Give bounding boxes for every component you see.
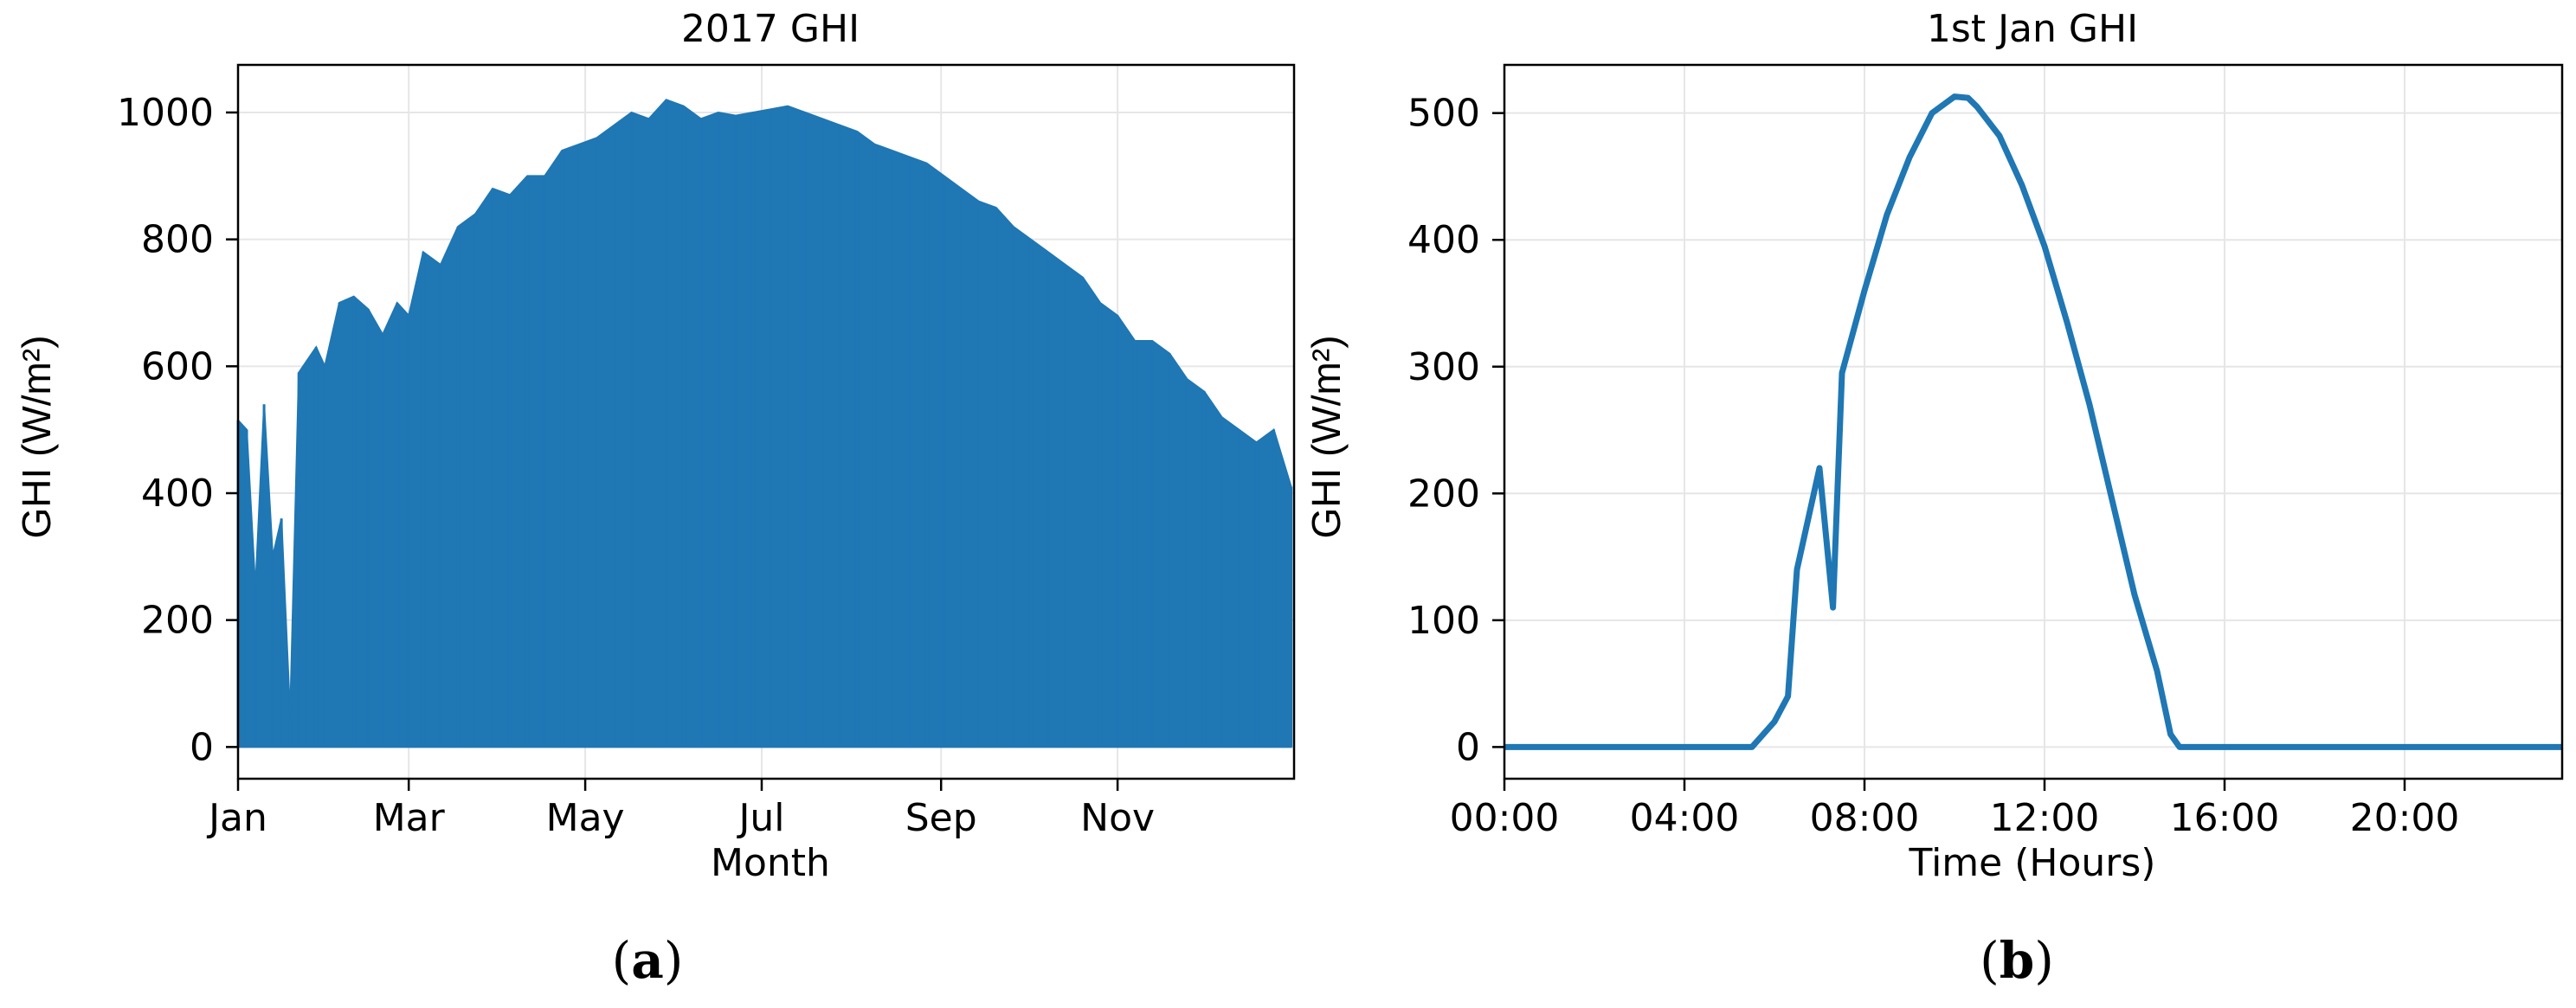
panel-a-x-axis-label: Month — [711, 841, 830, 885]
panel-b-x-axis-label: Time (Hours) — [1909, 841, 2156, 885]
panel-b-y-axis-label: GHI (W/m²) — [1304, 335, 1349, 538]
b-y-tick-label: 0 — [1456, 725, 1480, 769]
a-y-tick-label: 0 — [190, 725, 214, 769]
b-y-tick-label: 100 — [1407, 599, 1480, 643]
b-x-tick-label: 12:00 — [1990, 796, 2100, 840]
b-x-tick-label: 16:00 — [2170, 796, 2280, 840]
a-y-tick-label: 1000 — [117, 91, 214, 135]
panel-a-y-ticks: 0 200 400 600 800 1000 — [117, 91, 238, 769]
a-x-tick-label: Jul — [736, 796, 784, 840]
b-x-tick-label: 04:00 — [1630, 796, 1740, 840]
panel-b-plot-frame — [1503, 63, 2564, 780]
panel-b-title: 1st Jan GHI — [1927, 7, 2138, 51]
panel-b-grid — [1504, 65, 2562, 779]
panel-b-line-series — [1504, 93, 2562, 750]
b-y-tick-label: 400 — [1407, 218, 1480, 262]
a-y-tick-label: 200 — [141, 599, 214, 643]
panel-b-y-ticks: 0 100 200 300 400 500 — [1407, 92, 1504, 769]
panel-b-ghi-line — [1504, 93, 2562, 750]
panel-a-title: 2017 GHI — [681, 7, 860, 51]
a-x-tick-label: May — [546, 796, 625, 840]
a-x-tick-label: Nov — [1080, 796, 1155, 840]
b-y-tick-label: 500 — [1407, 92, 1480, 136]
a-x-tick-label: Jan — [206, 796, 267, 840]
b-y-tick-label: 300 — [1407, 345, 1480, 389]
panel-a-plot-frame — [236, 63, 1296, 780]
a-x-tick-label: Mar — [373, 796, 446, 840]
b-x-tick-label: 20:00 — [2350, 796, 2460, 840]
a-y-tick-label: 600 — [141, 344, 214, 388]
panel-a-y-axis-label: GHI (W/m²) — [14, 335, 59, 538]
b-x-tick-label: 00:00 — [1450, 796, 1560, 840]
panel-b-x-ticks: 00:00 04:00 08:00 12:00 16:00 20:00 — [1450, 779, 2460, 840]
panel-a-area-series — [236, 99, 1293, 748]
b-x-tick-label: 08:00 — [1810, 796, 1920, 840]
b-y-tick-label: 200 — [1407, 472, 1480, 516]
panel-b-label: (b) — [1980, 931, 2054, 990]
a-y-tick-label: 400 — [141, 472, 214, 516]
panel-b-ghi-1st-jan: 0 100 200 300 400 500 00:00 04:00 08:00 12:00 16:… — [1304, 7, 2564, 990]
panel-a-ghi-2017: 0 200 400 600 800 1000 Jan Mar May Jul Sep Nov 201… — [14, 7, 1296, 990]
panel-a-label: (a) — [612, 931, 684, 990]
a-y-tick-label: 800 — [141, 218, 214, 262]
panel-a-x-ticks: Jan Mar May Jul Sep Nov — [206, 779, 1155, 840]
a-x-tick-label: Sep — [905, 796, 977, 840]
